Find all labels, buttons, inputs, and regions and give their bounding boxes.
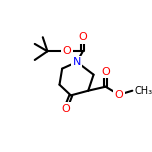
Text: O: O — [101, 67, 110, 77]
Text: O: O — [115, 90, 123, 100]
Text: O: O — [78, 32, 87, 42]
Text: CH₃: CH₃ — [134, 86, 152, 96]
Text: O: O — [61, 104, 70, 114]
Text: O: O — [62, 46, 71, 56]
Text: N: N — [73, 57, 81, 67]
